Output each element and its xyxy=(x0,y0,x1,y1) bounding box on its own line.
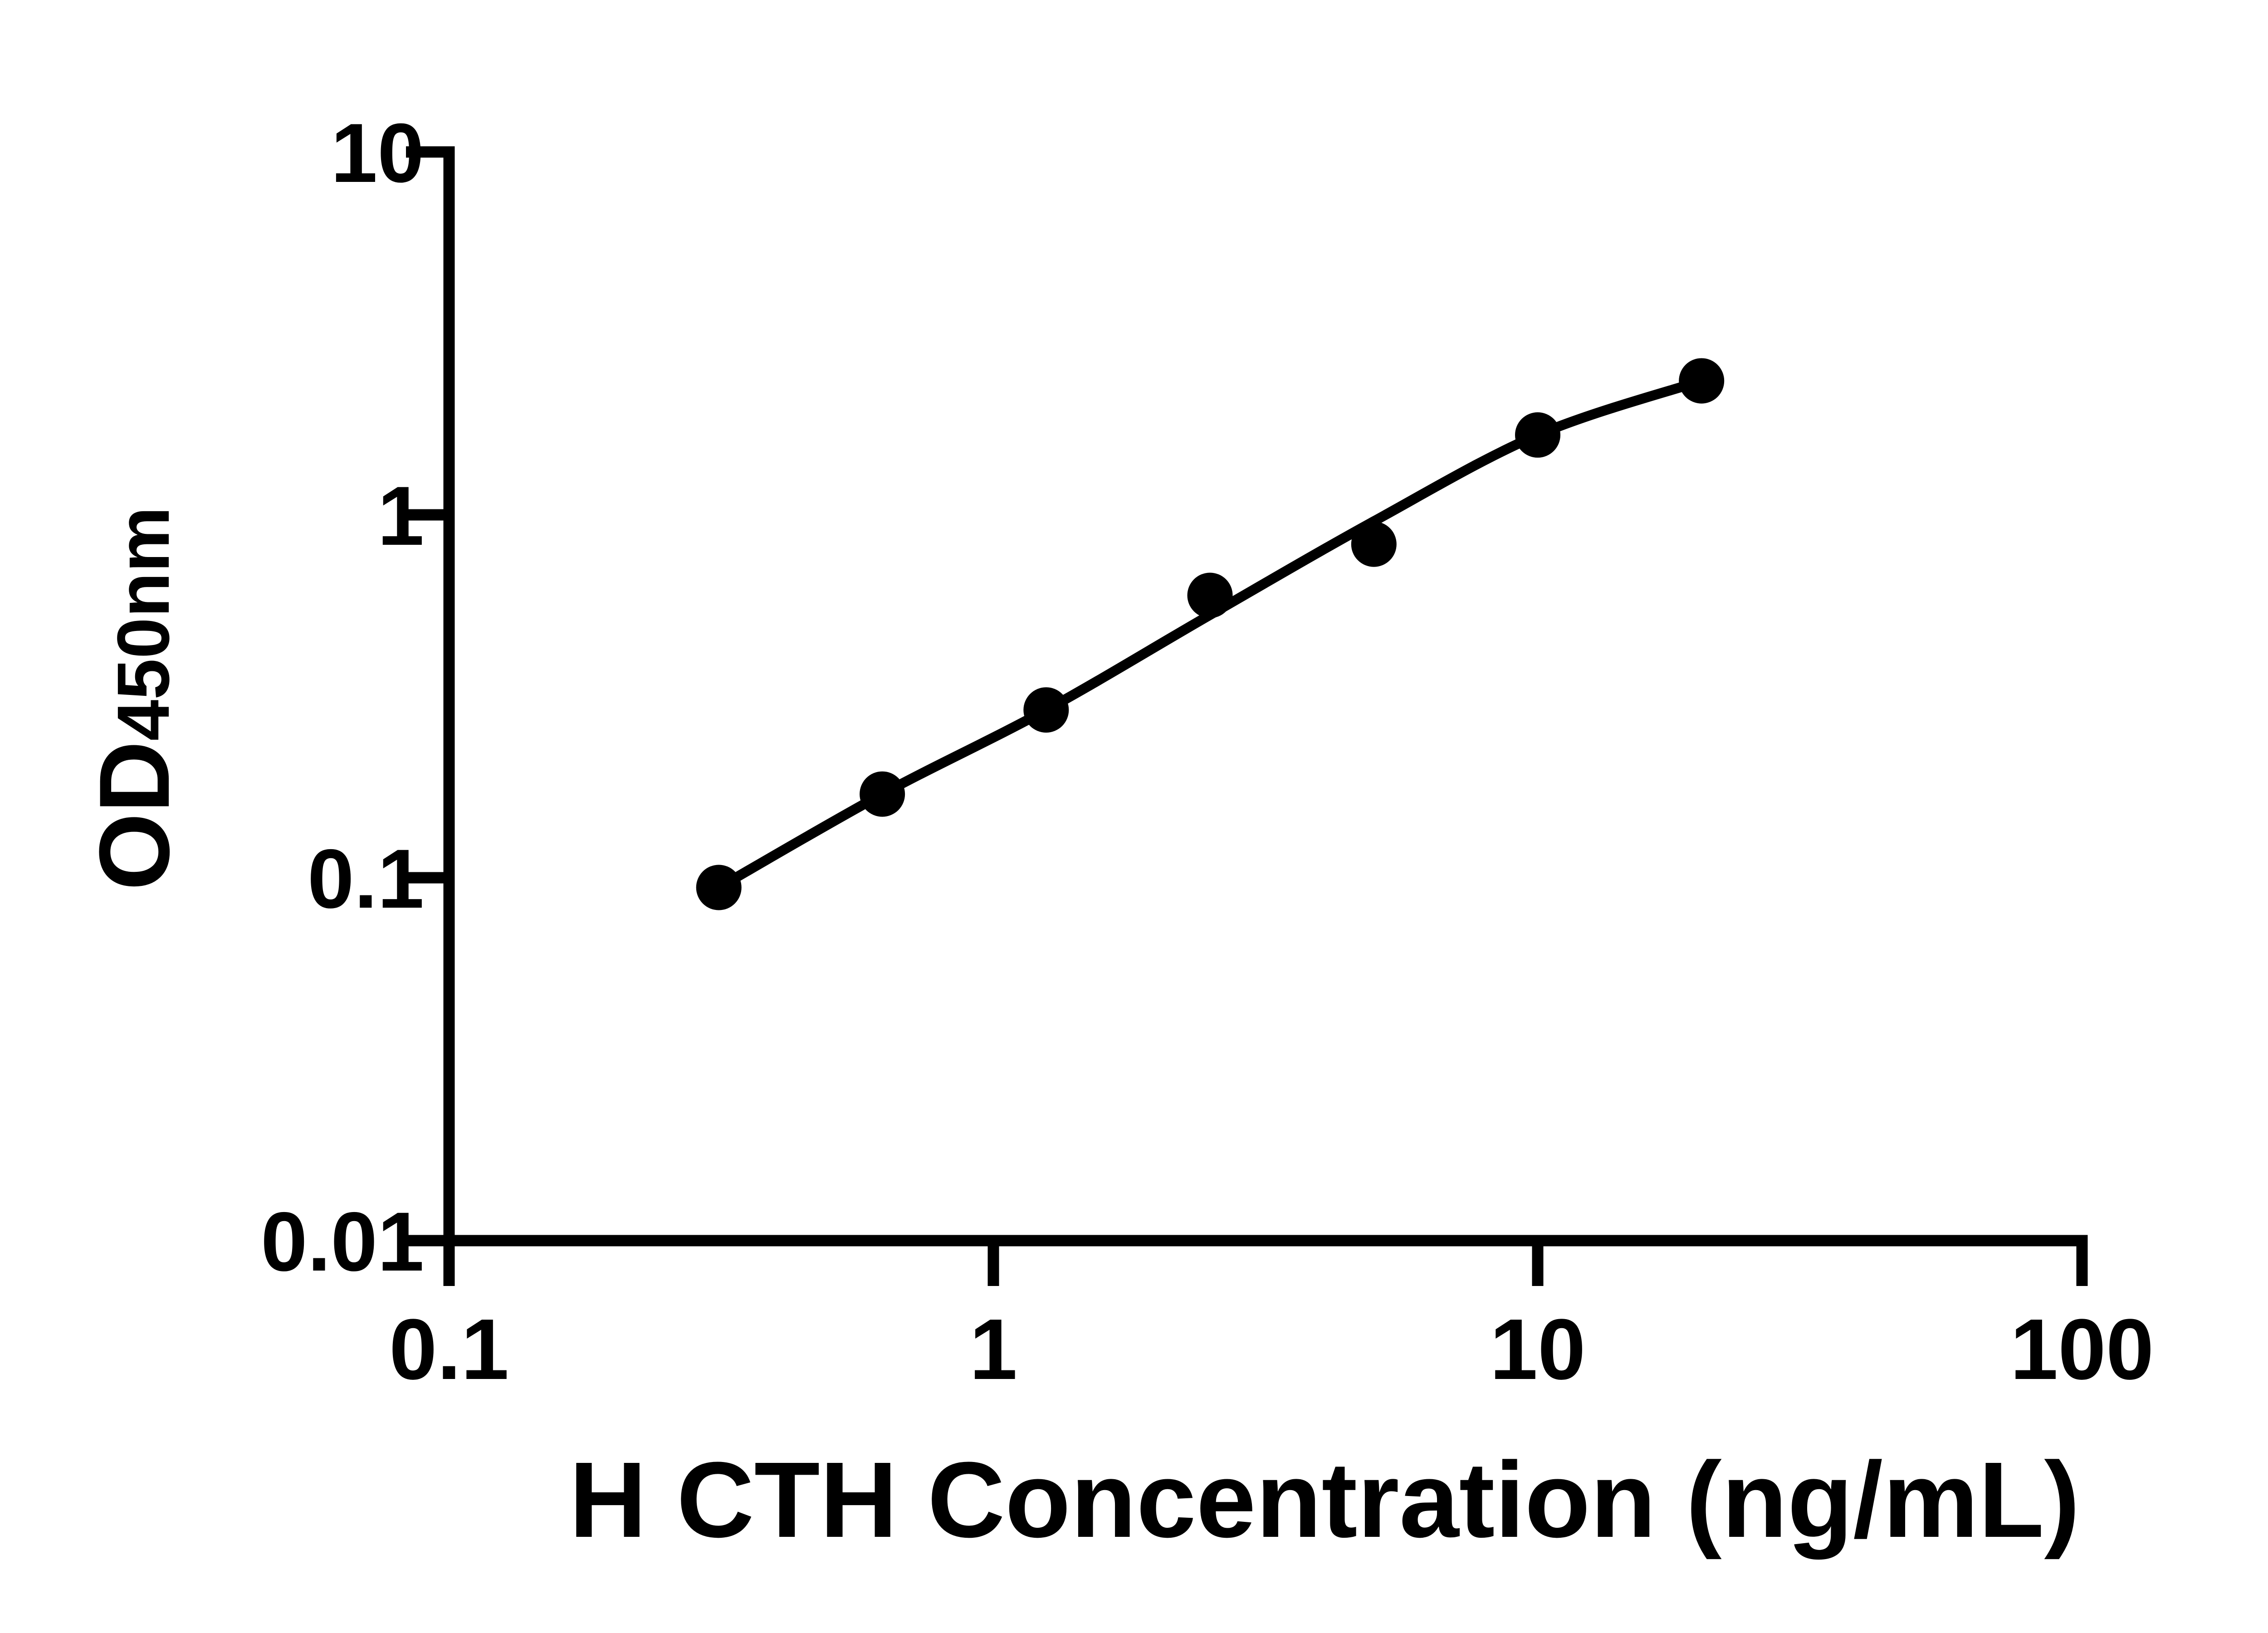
y-tick-label: 1 xyxy=(377,469,424,563)
x-axis-ticks xyxy=(443,1241,2088,1286)
x-axis-tick-labels: 0.1 1 10 100 xyxy=(389,1301,2154,1398)
y-tick-label: 0.1 xyxy=(308,832,424,926)
y-axis-title-subscript: 450nm xyxy=(102,507,185,741)
y-axis-tick-labels: 10 1 0.1 0.01 xyxy=(261,107,424,1289)
y-axis-ticks xyxy=(406,146,449,1247)
y-axis-title-main: OD xyxy=(78,741,190,890)
x-axis-title: H CTH Concentration (ng/mL) xyxy=(569,1440,2080,1560)
x-tick-label: 0.1 xyxy=(389,1301,509,1398)
fit-curve-line xyxy=(714,376,1707,893)
x-tick-label: 1 xyxy=(969,1301,1017,1398)
y-tick-label: 0.01 xyxy=(261,1195,424,1289)
y-tick-label: 10 xyxy=(331,107,424,200)
data-points xyxy=(696,358,1725,910)
data-point-marker xyxy=(1351,521,1397,567)
data-point-marker xyxy=(1187,572,1233,618)
x-tick-label: 10 xyxy=(1490,1301,1585,1398)
axes xyxy=(406,146,2088,1286)
x-tick-label: 100 xyxy=(2010,1301,2154,1398)
data-point-marker xyxy=(1023,687,1069,733)
data-point-marker xyxy=(1515,412,1560,458)
data-point-marker xyxy=(1679,358,1725,404)
y-axis-title: OD450nm xyxy=(78,507,190,890)
data-point-marker xyxy=(696,865,742,910)
data-point-marker xyxy=(860,771,905,817)
